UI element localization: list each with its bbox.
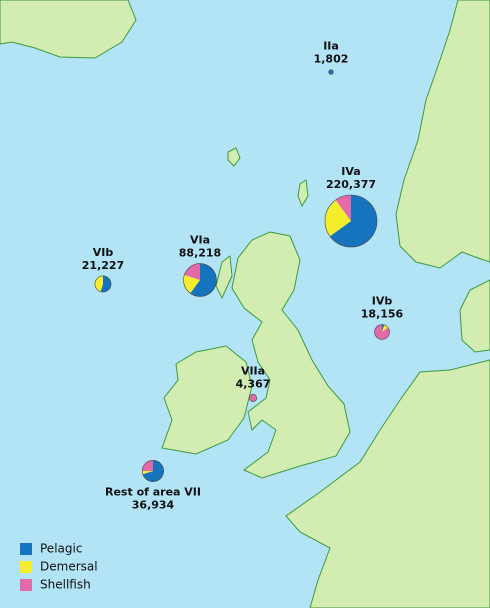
pie-slice (142, 471, 153, 475)
denmark-sweden (459, 279, 490, 353)
pie-slice (184, 263, 200, 280)
pie-outline (249, 394, 257, 402)
pie-slice (183, 274, 200, 294)
ireland (161, 345, 253, 455)
legend-swatch (20, 543, 32, 555)
pie-outline (183, 263, 217, 297)
scandinavia (395, 0, 490, 269)
area-label: IVb (372, 295, 393, 308)
area-label: Rest of area VII (105, 486, 201, 499)
legend-swatch (20, 561, 32, 573)
legend-label: Pelagic (40, 542, 82, 556)
pie-slice (374, 324, 390, 340)
legend-label: Demersal (40, 560, 98, 574)
area-label: VIIa (241, 364, 265, 377)
shetland (297, 179, 309, 208)
legend-label: Shellfish (40, 578, 91, 592)
area-label: VIb (93, 246, 114, 259)
pie-slice (329, 195, 377, 247)
pie-slice (100, 275, 112, 293)
area-total: 1,802 (314, 53, 349, 66)
area-total: 4,367 (236, 377, 271, 390)
area-total: 36,934 (132, 499, 175, 512)
area-total: 220,377 (326, 178, 376, 191)
legend: Pelagic Demersal Shellfish (20, 542, 98, 592)
great-britain (231, 231, 351, 479)
continent (285, 359, 490, 608)
area-label: VIa (190, 234, 210, 247)
pie-slice (335, 195, 351, 221)
pie-outline (142, 460, 164, 482)
pie-slice (328, 69, 334, 75)
pie-slice (94, 275, 103, 292)
area-label: IVa (341, 165, 360, 178)
pie-slice (382, 324, 385, 332)
pie-slice (324, 199, 351, 237)
pie-slice (142, 460, 153, 471)
area-total: 88,218 (179, 247, 221, 260)
area-total: 21,227 (82, 259, 124, 272)
faroe (227, 147, 241, 167)
area-total: 18,156 (361, 308, 404, 321)
pie-slice (142, 460, 164, 482)
pie-outline (328, 69, 334, 75)
pie-outline (324, 194, 378, 248)
area-label: IIa (323, 40, 339, 53)
pie-slice (190, 263, 217, 297)
iceland (0, 0, 137, 59)
pie-slice (382, 324, 389, 332)
hebrides (215, 255, 233, 300)
pie-outline (374, 324, 390, 340)
pie-slice (249, 394, 257, 402)
legend-swatch (20, 579, 32, 591)
pie-outline (94, 275, 112, 293)
